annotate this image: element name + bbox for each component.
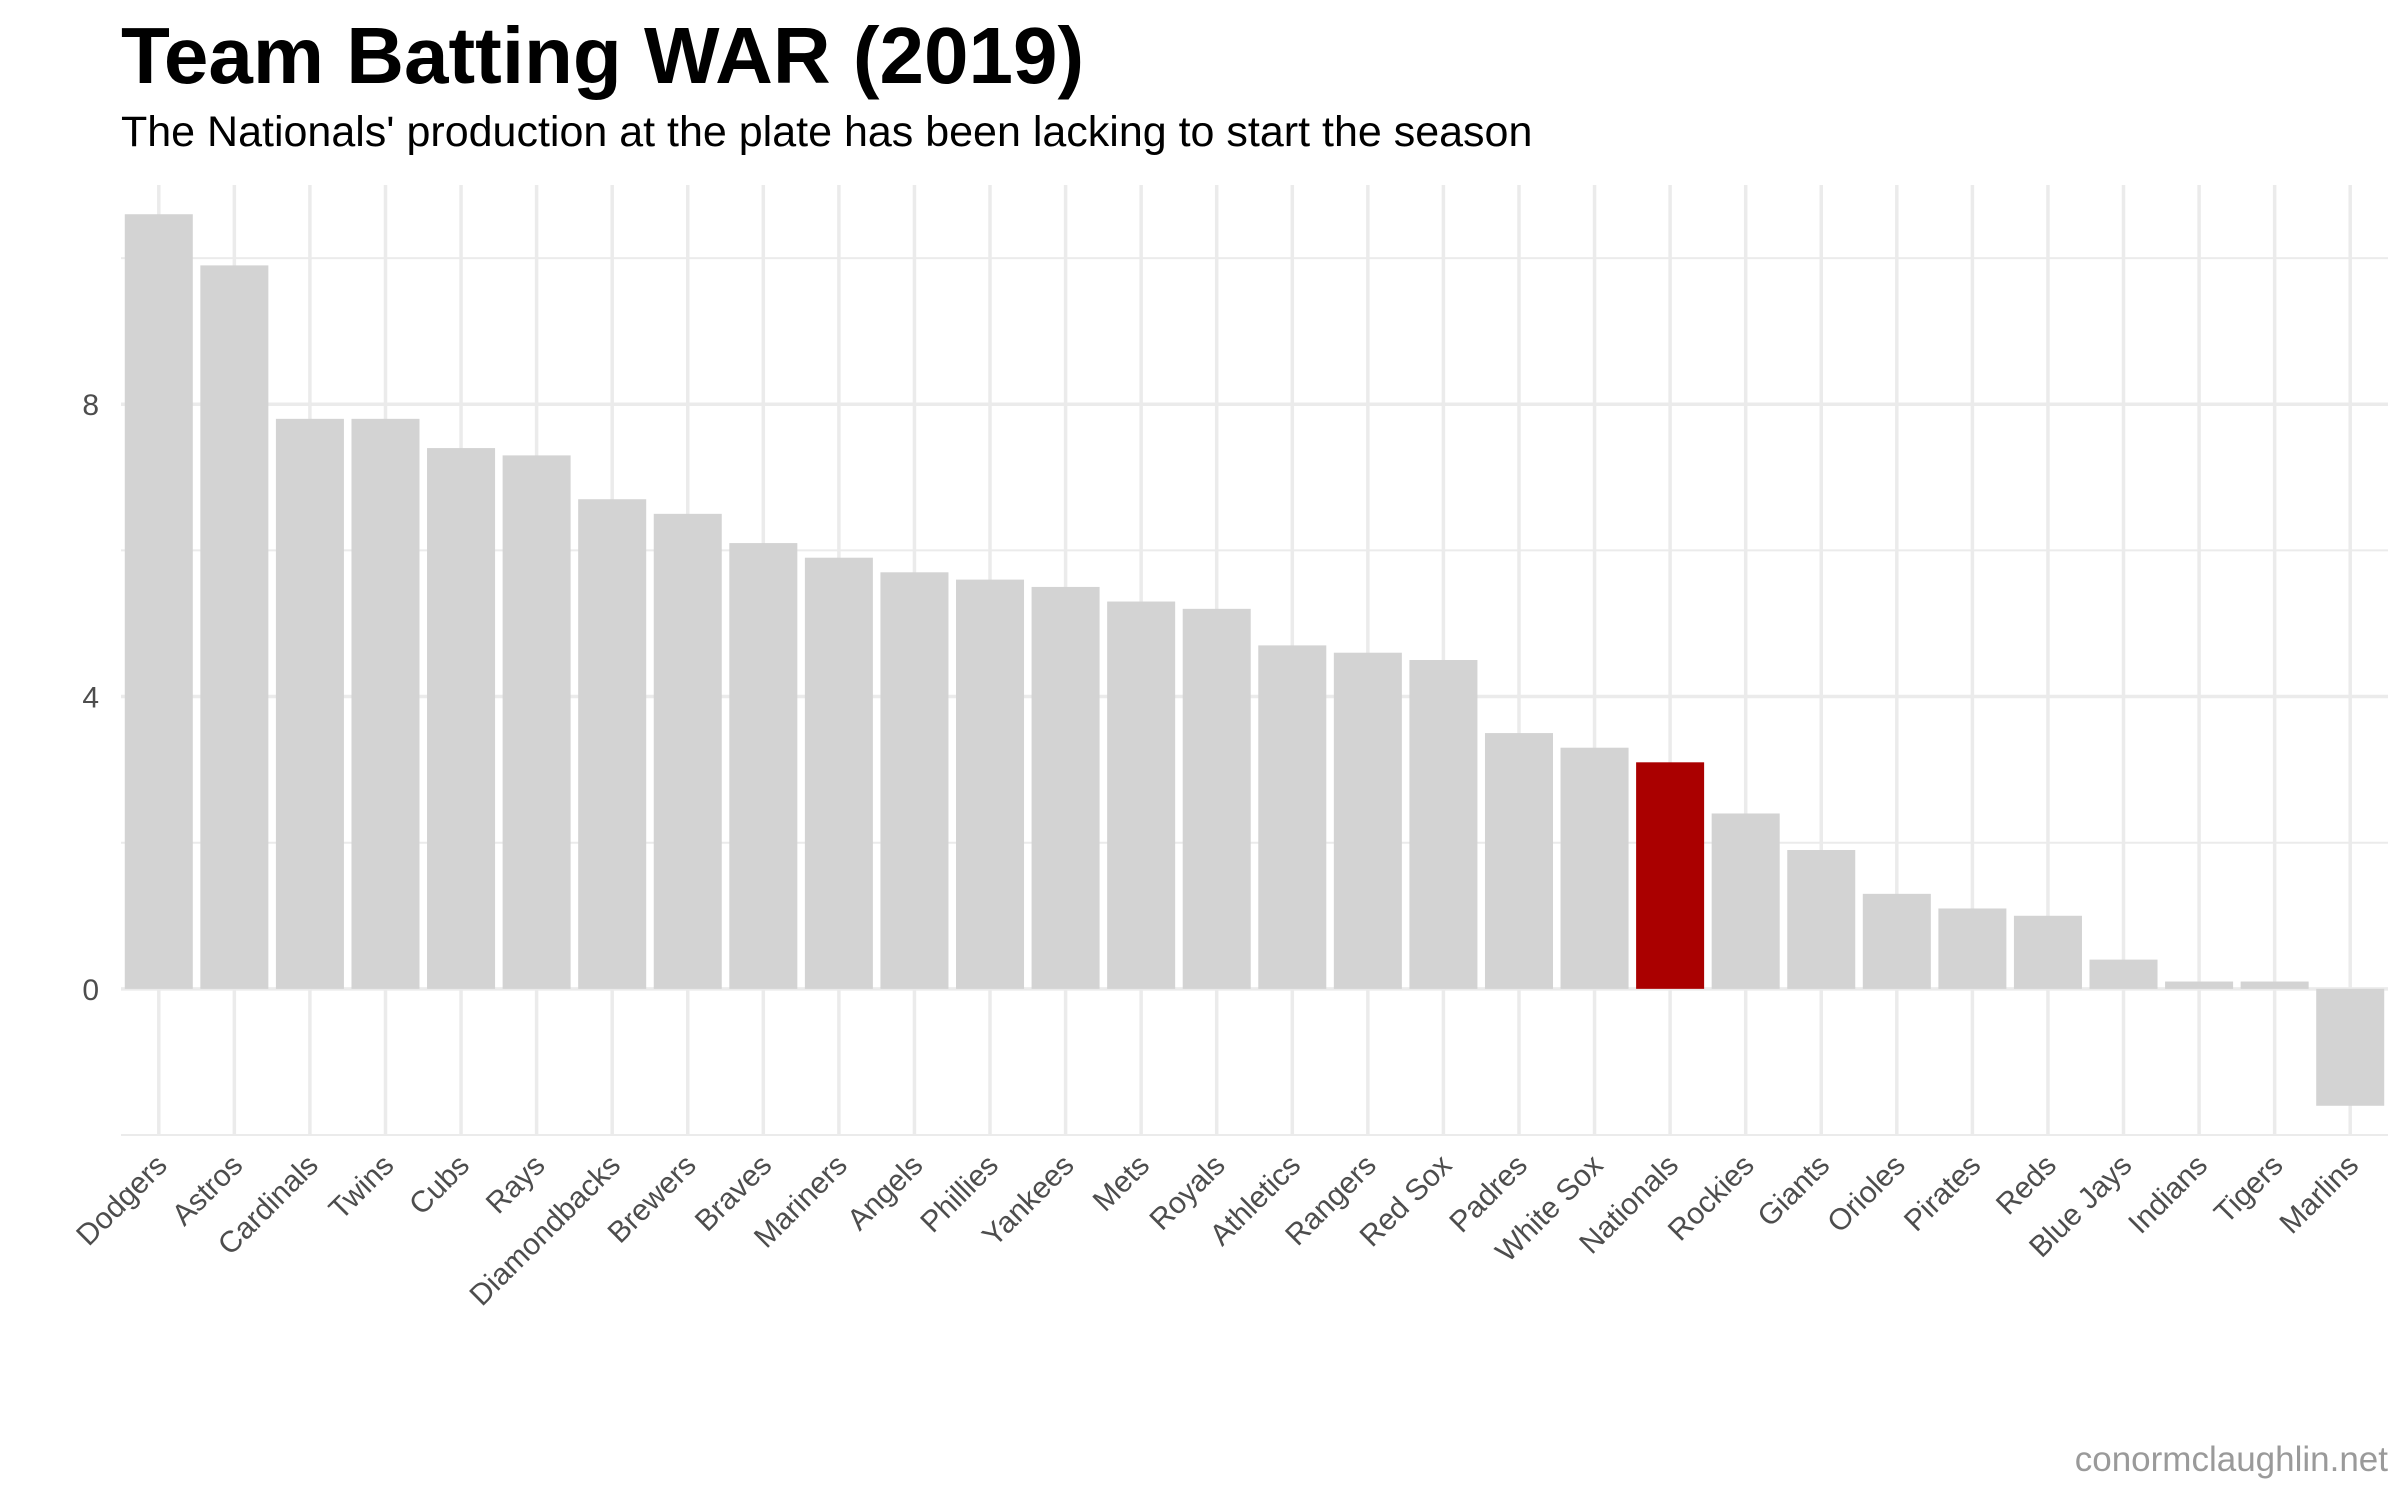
bar-cubs	[427, 448, 496, 989]
bar-rangers	[1333, 652, 1402, 989]
chart-subtitle: The Nationals' production at the plate h…	[121, 108, 1533, 156]
x-tick-label: Dodgers	[70, 1149, 174, 1253]
x-tick-label: Giants	[1752, 1149, 1837, 1234]
bar-tigers	[2240, 981, 2309, 989]
y-tick-label: 0	[82, 974, 99, 1007]
bar-rays	[502, 455, 571, 989]
bar-blue-jays	[2089, 959, 2158, 989]
bar-yankees	[1031, 586, 1100, 989]
x-tick-label: Twins	[323, 1149, 401, 1227]
x-tick-label: Rays	[480, 1149, 552, 1221]
bar-giants	[1787, 850, 1856, 989]
bar-padres	[1484, 733, 1553, 989]
bar-reds	[2013, 915, 2082, 989]
x-tick-label: Orioles	[1821, 1149, 1912, 1240]
bar-rockies	[1711, 813, 1780, 989]
bar-white-sox	[1560, 747, 1629, 989]
bar-pirates	[1938, 908, 2007, 989]
bar-braves	[729, 543, 798, 989]
bar-astros	[200, 265, 269, 989]
bar-marlins	[2316, 988, 2385, 1106]
bar-layer	[124, 214, 2385, 1106]
bar-indians	[2165, 981, 2234, 989]
y-axis-ticks: 0 4 8	[82, 389, 99, 1007]
bar-orioles	[1862, 893, 1931, 989]
bar-brewers	[653, 513, 722, 989]
x-tick-label: Mets	[1087, 1149, 1156, 1218]
x-tick-label: Cubs	[403, 1149, 476, 1222]
bar-mariners	[804, 557, 873, 989]
x-tick-label: Marlins	[2273, 1149, 2365, 1241]
x-tick-label: Indians	[2122, 1149, 2214, 1241]
y-tick-label: 8	[82, 389, 99, 422]
bar-athletics	[1258, 645, 1327, 989]
bar-phillies	[956, 579, 1025, 989]
x-tick-label: Pirates	[1898, 1149, 1987, 1238]
bar-dodgers	[124, 214, 193, 989]
bar-cardinals	[275, 418, 344, 989]
bar-red-sox	[1409, 660, 1478, 989]
bar-mets	[1107, 601, 1176, 989]
y-tick-label: 4	[82, 682, 99, 715]
bar-royals	[1182, 608, 1251, 989]
bar-nationals	[1636, 762, 1705, 989]
x-tick-label: Rockies	[1662, 1149, 1761, 1248]
chart-title: Team Batting WAR (2019)	[121, 11, 1085, 100]
x-tick-label: Angels	[841, 1149, 929, 1237]
bar-diamondbacks	[578, 499, 647, 989]
bar-twins	[351, 418, 420, 989]
bar-angels	[880, 572, 949, 989]
chart-caption: conormclaughlin.net	[2074, 1440, 2388, 1479]
